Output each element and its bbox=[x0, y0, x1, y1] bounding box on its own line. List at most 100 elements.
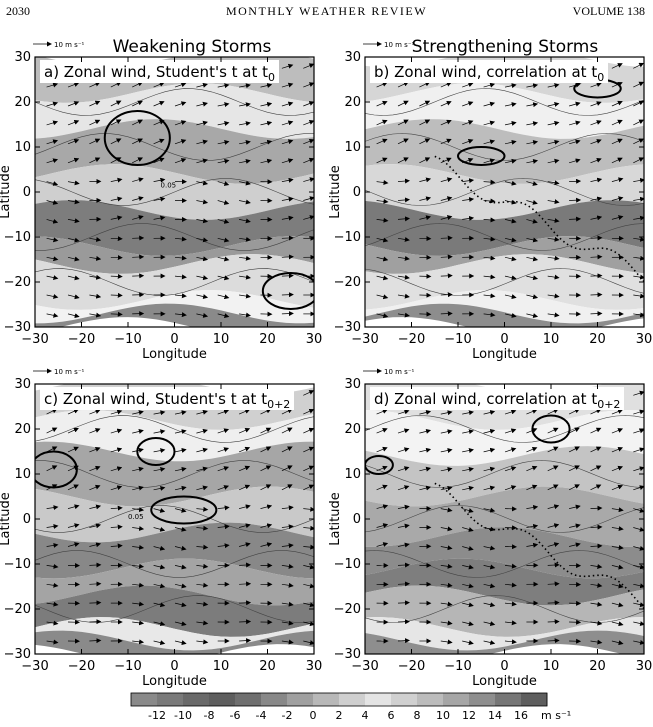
wind-vector bbox=[569, 120, 581, 126]
wind-vector bbox=[440, 563, 453, 569]
wind-vector bbox=[547, 619, 560, 625]
x-tick-label: −30 bbox=[21, 332, 48, 347]
wind-vector bbox=[547, 236, 560, 242]
wind-vector bbox=[260, 408, 272, 415]
panel-label: a) Zonal wind, Student's t at t0 bbox=[44, 63, 275, 84]
wind-vector bbox=[132, 119, 143, 126]
wind-vector bbox=[153, 526, 166, 532]
wind-vector bbox=[174, 101, 187, 107]
wind-vector bbox=[590, 273, 603, 279]
x-tick-label: 0 bbox=[170, 332, 178, 347]
wind-vector bbox=[174, 485, 187, 491]
significance-contour bbox=[150, 495, 218, 525]
wind-vector bbox=[590, 311, 603, 317]
contour-line bbox=[365, 223, 644, 251]
wind-vector bbox=[196, 506, 209, 512]
wind-vector bbox=[526, 446, 538, 453]
wind-vector bbox=[611, 621, 624, 627]
wind-vector bbox=[547, 274, 560, 280]
wind-vector bbox=[89, 237, 102, 242]
contour-line bbox=[35, 223, 314, 251]
colorbar-swatch bbox=[391, 693, 418, 706]
colorbar-swatch bbox=[131, 693, 158, 706]
wind-vector bbox=[504, 218, 517, 224]
wind-vector bbox=[462, 139, 474, 145]
colorbar-tick-label: -12 bbox=[148, 709, 166, 722]
wind-vector bbox=[590, 427, 602, 434]
wind-vector bbox=[526, 523, 539, 529]
wind-vector bbox=[132, 196, 144, 201]
wind-vector bbox=[376, 428, 388, 434]
wind-vector bbox=[89, 542, 102, 548]
scale-arrow-label: 10 m s⁻¹ bbox=[384, 368, 415, 376]
wind-vector bbox=[440, 448, 453, 453]
wind-vector bbox=[217, 218, 230, 224]
wind-vector bbox=[590, 215, 603, 221]
wind-vector bbox=[260, 446, 272, 453]
wind-vector bbox=[376, 237, 389, 243]
wind-vector bbox=[260, 465, 272, 472]
wind-vector bbox=[110, 447, 123, 453]
wind-vector bbox=[462, 466, 474, 472]
wind-vector bbox=[281, 505, 294, 511]
wind-vector bbox=[547, 581, 560, 587]
wind-vector bbox=[46, 181, 59, 186]
shaded-band bbox=[365, 200, 644, 256]
wind-vector bbox=[526, 181, 538, 186]
wind-vector bbox=[504, 256, 517, 262]
colorbar-swatch bbox=[521, 693, 548, 706]
wind-vector bbox=[397, 409, 410, 415]
wind-vector bbox=[633, 236, 644, 242]
wind-vector bbox=[281, 158, 294, 164]
wind-vector bbox=[110, 138, 122, 145]
wind-vector bbox=[67, 523, 80, 529]
contour-line bbox=[35, 595, 314, 623]
y-axis-label: Latitude bbox=[328, 492, 343, 546]
colorbar-tick-label: -4 bbox=[256, 709, 267, 722]
contour-line bbox=[365, 415, 644, 443]
shaded-band bbox=[35, 236, 314, 274]
wind-vector bbox=[281, 601, 294, 607]
wind-vector bbox=[633, 545, 644, 551]
wind-vector bbox=[483, 293, 496, 299]
wind-vector bbox=[611, 640, 624, 646]
wind-vector bbox=[217, 121, 230, 126]
wind-vector bbox=[217, 181, 230, 186]
wind-vector bbox=[239, 523, 251, 529]
wind-vector bbox=[174, 602, 187, 608]
wind-vector bbox=[46, 639, 59, 645]
y-tick-label: −10 bbox=[4, 230, 31, 245]
colorbar-tick-label: 10 bbox=[436, 709, 450, 722]
shaded-band bbox=[365, 585, 644, 637]
wind-vector bbox=[46, 601, 59, 607]
wind-vector bbox=[440, 215, 453, 220]
panel-b: 10 m s⁻¹ b) Zonal wind, correlation at t0… bbox=[328, 41, 652, 362]
wind-vector bbox=[376, 409, 388, 415]
y-tick-label: 30 bbox=[14, 377, 31, 392]
wind-vector bbox=[590, 582, 603, 588]
wind-vector bbox=[547, 180, 560, 186]
wind-vector bbox=[526, 484, 538, 491]
shaded-band bbox=[365, 617, 644, 651]
x-tick-label: 10 bbox=[213, 332, 230, 347]
wind-vector bbox=[633, 621, 644, 626]
wind-vector bbox=[260, 139, 273, 145]
wind-vector bbox=[547, 102, 560, 107]
y-tick-label: 30 bbox=[344, 377, 361, 392]
wind-vector bbox=[281, 273, 294, 279]
contour-line bbox=[35, 460, 314, 488]
wind-vector bbox=[303, 82, 314, 88]
wind-vector bbox=[440, 311, 453, 317]
wind-vector bbox=[483, 179, 496, 185]
wind-vector bbox=[196, 620, 209, 626]
y-tick-label: 20 bbox=[14, 422, 31, 437]
wind-vector bbox=[440, 429, 453, 435]
wind-vector bbox=[440, 507, 453, 513]
wind-vector bbox=[89, 119, 101, 126]
wind-vector bbox=[440, 639, 453, 645]
panel-label: b) Zonal wind, correlation at t0 bbox=[374, 63, 604, 84]
wind-vector bbox=[46, 542, 59, 548]
wind-vector bbox=[132, 485, 144, 491]
wind-vector bbox=[483, 507, 496, 513]
wind-vector bbox=[46, 200, 59, 205]
